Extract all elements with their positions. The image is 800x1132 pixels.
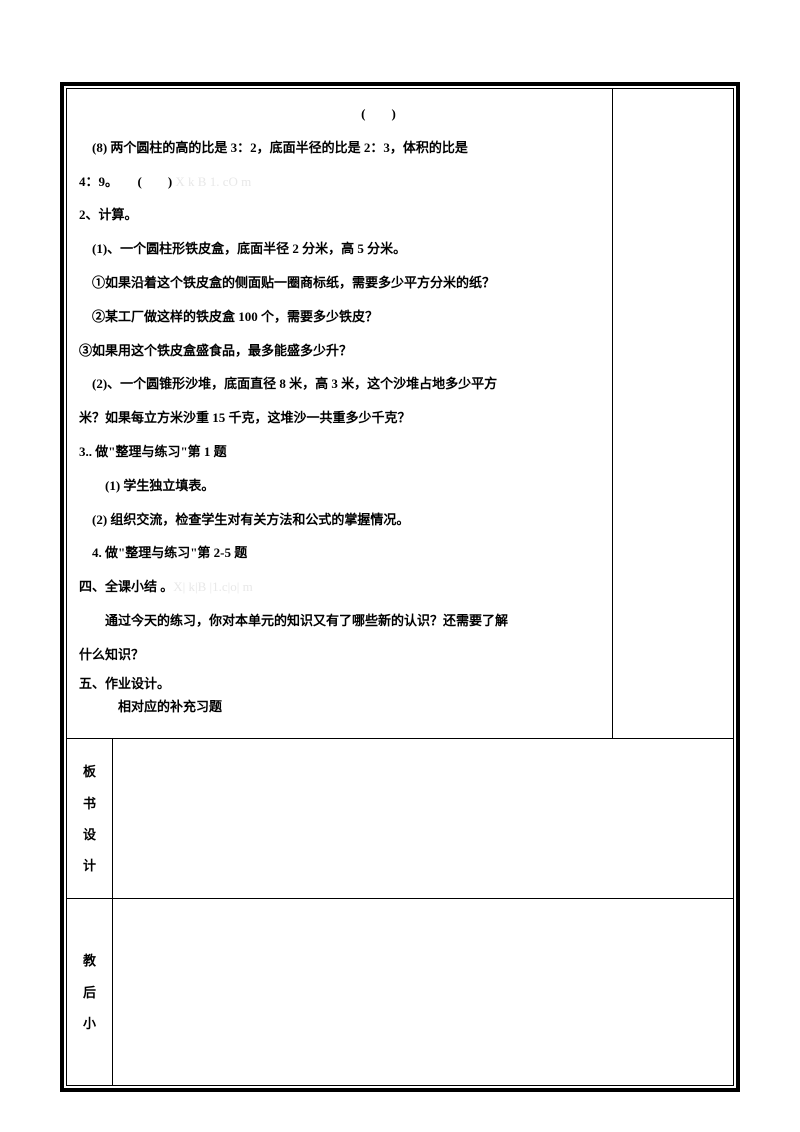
banshu-content-cell [113, 739, 733, 898]
text-line-12: (1) 学生独立填表。 [79, 469, 600, 503]
text-line-15: 四、全课小结 。X| k|B |1.c|o| m [79, 570, 600, 604]
text-line-2: (8) 两个圆柱的高的比是 3：2，底面半径的比是 2：3，体积的比是 [79, 131, 600, 165]
banshu-row: 板 书 设 计 [67, 738, 733, 898]
inner-border: ( ) (8) 两个圆柱的高的比是 3：2，底面半径的比是 2：3，体积的比是 … [66, 88, 734, 1086]
text-line-10: 米？如果每立方米沙重 15 千克，这堆沙一共重多少千克？ [79, 401, 600, 435]
text-line-14: 4. 做"整理与练习"第 2-5 题 [79, 536, 600, 570]
jiaohouxiao-char-1: 教 [83, 945, 96, 976]
text-line-17: 什么知识？ [79, 638, 600, 672]
page-container: ( ) (8) 两个圆柱的高的比是 3：2，底面半径的比是 2：3，体积的比是 … [0, 0, 800, 1132]
text-line-19: 相对应的补充习题 [79, 695, 600, 718]
banshu-char-3: 设 [83, 819, 96, 850]
banshu-char-1: 板 [83, 756, 96, 787]
banshu-char-4: 计 [83, 850, 96, 881]
text-line-7: ②某工厂做这样的铁皮盒 100 个，需要多少铁皮？ [79, 300, 600, 334]
text-line-8: ③如果用这个铁皮盒盛食品，最多能盛多少升？ [79, 334, 600, 368]
main-content-row: ( ) (8) 两个圆柱的高的比是 3：2，底面半径的比是 2：3，体积的比是 … [67, 89, 733, 738]
banshu-label-cell: 板 书 设 计 [67, 739, 113, 898]
jiaohouxiao-label-cell: 教 后 小 [67, 899, 113, 1085]
side-notes-cell [613, 89, 733, 738]
text-line-4: 2、计算。 [79, 198, 600, 232]
text-line-3a: 4：9。 ( ) [79, 174, 172, 189]
text-line-18: 五、作业设计。 [79, 672, 600, 695]
outer-border: ( ) (8) 两个圆柱的高的比是 3：2，底面半径的比是 2：3，体积的比是 … [60, 82, 740, 1092]
text-line-13: (2) 组织交流，检查学生对有关方法和公式的掌握情况。 [79, 503, 600, 537]
jiaohouxiao-row: 教 后 小 [67, 898, 733, 1085]
text-line-3: 4：9。 ( ) X k B 1. cO m [79, 165, 600, 199]
text-line-6: ①如果沿着这个铁皮盒的侧面贴一圈商标纸，需要多少平方分米的纸？ [79, 266, 600, 300]
text-line-11: 3.. 做"整理与练习"第 1 题 [79, 435, 600, 469]
watermark-2: X| k|B |1.c|o| m [173, 579, 252, 594]
text-line-9: (2)、一个圆锥形沙堆，底面直径 8 米，高 3 米，这个沙堆占地多少平方 [79, 367, 600, 401]
text-line-5: (1)、一个圆柱形铁皮盒，底面半径 2 分米，高 5 分米。 [79, 232, 600, 266]
text-line-15a: 四、全课小结 。 [79, 579, 173, 594]
text-line-16: 通过今天的练习，你对本单元的知识又有了哪些新的认识？还需要了解 [79, 604, 600, 638]
jiaohouxiao-content-cell [113, 899, 733, 1085]
banshu-char-2: 书 [83, 788, 96, 819]
main-content-cell: ( ) (8) 两个圆柱的高的比是 3：2，底面半径的比是 2：3，体积的比是 … [67, 89, 613, 738]
text-line-1: ( ) [79, 97, 600, 131]
jiaohouxiao-char-2: 后 [83, 977, 96, 1008]
jiaohouxiao-char-3: 小 [83, 1008, 96, 1039]
watermark-1: X k B 1. cO m [172, 174, 251, 189]
